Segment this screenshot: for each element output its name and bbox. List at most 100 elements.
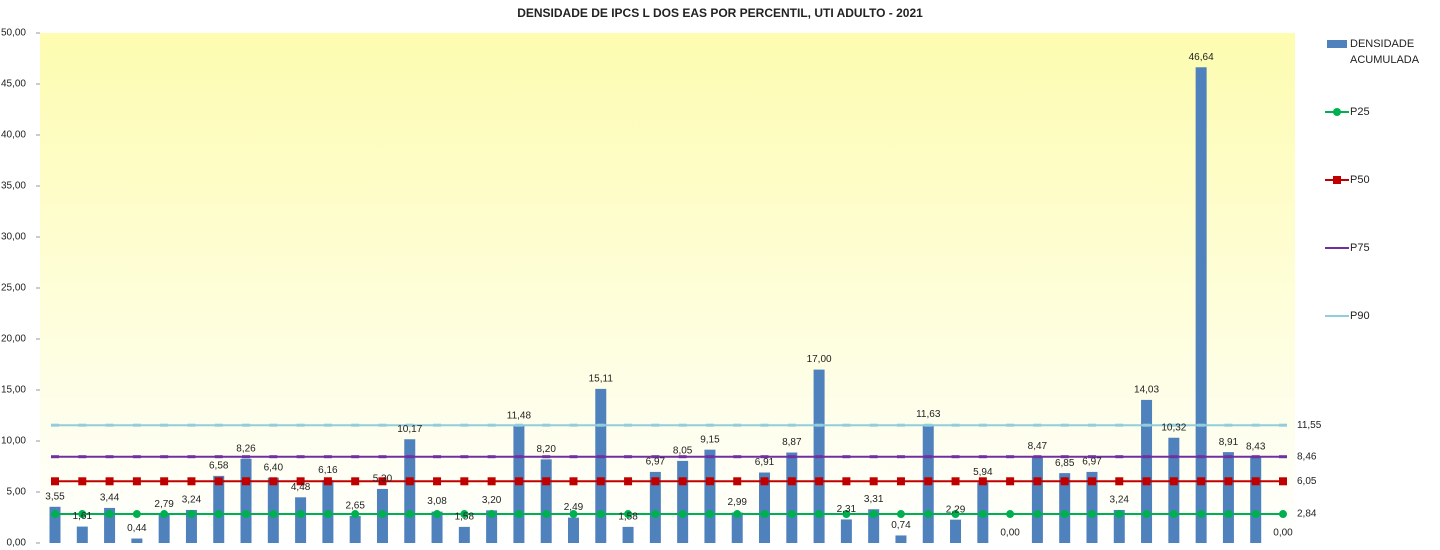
marker <box>296 477 305 486</box>
data-label: 8,20 <box>536 444 556 455</box>
data-label: 2,31 <box>837 504 857 515</box>
marker <box>624 510 633 519</box>
data-label: 2,99 <box>727 497 747 508</box>
marker <box>924 477 933 486</box>
y-tick-label: 5,00 <box>7 487 27 498</box>
marker <box>951 510 960 519</box>
data-label: 1,58 <box>618 512 638 523</box>
y-tick-label: 15,00 <box>1 385 26 396</box>
marker <box>978 510 987 519</box>
marker <box>1197 477 1206 486</box>
marker <box>1251 510 1260 519</box>
marker <box>1279 477 1287 486</box>
bar <box>759 472 771 543</box>
marker <box>242 477 251 486</box>
marker <box>487 510 496 519</box>
marker <box>460 510 469 519</box>
marker <box>132 510 141 519</box>
data-label: 0,00 <box>1273 528 1293 539</box>
bar <box>895 535 907 543</box>
marker <box>1033 510 1042 519</box>
y-tick-label: 0,00 <box>7 538 27 549</box>
marker <box>323 510 332 519</box>
bar <box>76 526 88 543</box>
data-label: 0,74 <box>891 520 911 531</box>
data-label: 0,44 <box>127 523 147 534</box>
bar <box>185 509 197 543</box>
data-label: 6,97 <box>646 457 666 468</box>
marker <box>351 477 360 486</box>
data-label: 1,61 <box>73 511 93 522</box>
y-tick-label: 30,00 <box>1 232 26 243</box>
marker <box>896 510 905 519</box>
bar <box>622 526 634 543</box>
marker <box>678 477 687 486</box>
bar <box>868 509 880 543</box>
bar <box>213 475 225 543</box>
data-label: 0,00 <box>1000 528 1020 539</box>
marker <box>924 510 933 519</box>
data-label: 2,65 <box>345 501 365 512</box>
marker <box>378 510 387 519</box>
data-label: 14,03 <box>1134 385 1159 396</box>
marker <box>624 477 633 486</box>
legend-swatch <box>1333 176 1341 184</box>
bar <box>49 506 61 543</box>
data-label: 1,58 <box>455 512 475 523</box>
bar <box>540 459 552 543</box>
legend-label: P50 <box>1350 174 1370 186</box>
bar <box>1222 452 1234 543</box>
marker <box>433 477 442 486</box>
marker <box>705 477 714 486</box>
bar <box>595 388 607 543</box>
marker <box>1087 477 1096 486</box>
y-tick-label: 20,00 <box>1 334 26 345</box>
bar <box>104 507 116 543</box>
marker <box>869 477 878 486</box>
marker <box>651 477 660 486</box>
data-label: 2,49 <box>564 502 584 513</box>
data-label: 6,91 <box>755 457 775 468</box>
data-label: 5,30 <box>373 474 393 485</box>
marker <box>1115 477 1124 486</box>
data-label: 6,58 <box>209 461 229 472</box>
line-value-label: 8,46 <box>1297 451 1317 462</box>
bar <box>1168 437 1180 543</box>
data-label: 3,24 <box>182 495 202 506</box>
data-label: 8,26 <box>236 443 256 454</box>
marker <box>1060 477 1069 486</box>
marker <box>1115 510 1124 519</box>
marker <box>323 477 332 486</box>
bar <box>349 515 361 543</box>
line-value-label: 6,05 <box>1297 476 1317 487</box>
marker <box>1224 510 1233 519</box>
data-label: 8,43 <box>1246 442 1266 453</box>
marker <box>787 510 796 519</box>
marker <box>1033 477 1042 486</box>
marker <box>351 510 360 519</box>
marker <box>160 477 169 486</box>
marker <box>1142 510 1151 519</box>
y-tick-label: 50,00 <box>1 28 26 39</box>
marker <box>78 510 87 519</box>
marker <box>78 477 87 486</box>
marker <box>978 477 987 486</box>
data-label: 3,24 <box>1110 495 1130 506</box>
marker <box>542 477 551 486</box>
marker <box>1279 510 1287 519</box>
bar <box>567 517 579 543</box>
y-tick-label: 25,00 <box>1 283 26 294</box>
bar <box>158 514 170 543</box>
marker <box>705 510 714 519</box>
bar <box>431 511 443 543</box>
bar <box>131 538 143 543</box>
marker <box>187 477 196 486</box>
data-label: 2,79 <box>154 499 174 510</box>
legend-entry: P75 <box>1350 242 1370 254</box>
marker <box>678 510 687 519</box>
marker <box>896 477 905 486</box>
marker <box>51 510 59 519</box>
data-label: 6,97 <box>1082 457 1102 468</box>
marker <box>733 510 742 519</box>
